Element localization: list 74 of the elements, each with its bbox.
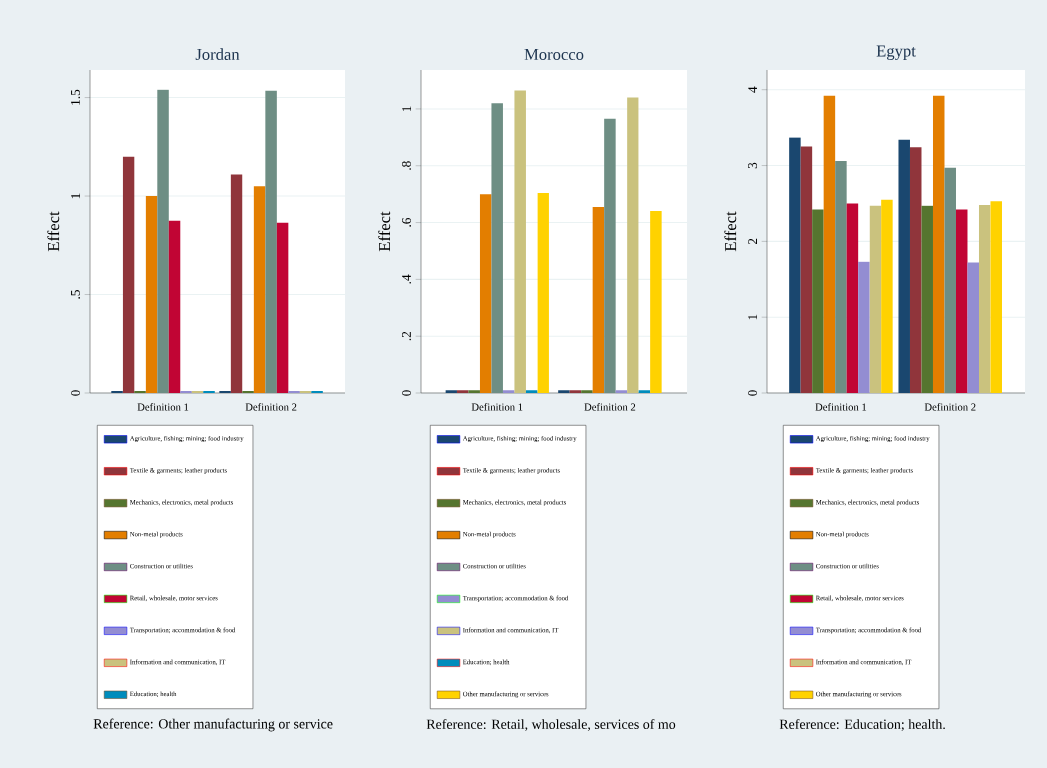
y-tick-label: 0 — [748, 390, 757, 396]
y-axis-title: Effect — [378, 211, 391, 252]
bar — [932, 95, 945, 394]
y-axis-title: Effect — [724, 211, 737, 252]
y-tick-label: 0 — [402, 390, 411, 396]
bar — [468, 390, 480, 394]
y-tick-label: 1 — [71, 193, 80, 199]
y-tick-label: .5 — [71, 290, 80, 299]
bar — [823, 95, 836, 394]
bar — [869, 205, 882, 394]
bar — [881, 199, 893, 394]
x-tick-label: Definition 1 — [471, 403, 523, 411]
bar — [944, 167, 956, 394]
bar — [789, 137, 801, 394]
bar — [592, 206, 605, 394]
bar — [157, 89, 169, 394]
y-axis-title: Effect — [47, 211, 60, 252]
bar — [615, 390, 628, 394]
x-tick-label: Definition 2 — [584, 403, 636, 411]
bar — [858, 261, 870, 394]
bar — [230, 174, 243, 394]
x-tick-label: Definition 1 — [815, 403, 867, 411]
y-tick-label: 1 — [402, 106, 411, 112]
bar — [168, 220, 181, 394]
bar — [479, 194, 492, 394]
x-tick-label: Definition 2 — [245, 403, 297, 411]
bar — [812, 209, 824, 394]
bar — [276, 222, 289, 394]
y-tick-label: 3 — [748, 162, 757, 169]
bar — [921, 205, 933, 394]
bar — [253, 186, 266, 394]
x-tick-label: Definition 1 — [137, 403, 189, 411]
text: Reference: Education; health. — [779, 719, 945, 731]
y-tick-label: .2 — [402, 331, 411, 341]
text: Reference: Other manufacturing or service — [93, 718, 333, 732]
y-tick-label: 4 — [748, 86, 757, 93]
y-tick-label: .6 — [402, 217, 411, 227]
bar — [445, 390, 457, 394]
y-tick-label: .4 — [402, 274, 411, 284]
y-tick-label: .8 — [401, 161, 411, 170]
bar — [122, 156, 135, 394]
x-tick-label: Definition 2 — [924, 403, 976, 411]
bar — [955, 209, 968, 394]
bar — [558, 390, 570, 394]
bar — [502, 390, 515, 394]
bar — [967, 262, 979, 394]
bar — [537, 193, 549, 394]
bar — [898, 139, 910, 394]
bar — [604, 118, 616, 394]
chart-title: Jordan — [195, 48, 240, 61]
y-tick-label: 1.5 — [71, 89, 80, 105]
bar — [978, 204, 991, 394]
y-tick-label: 1 — [748, 314, 757, 320]
bar — [514, 90, 526, 394]
y-tick-label: 2 — [748, 238, 757, 245]
bar — [456, 390, 469, 394]
y-tick-label: 0 — [71, 390, 80, 396]
bar — [145, 196, 158, 394]
text: Reference: Retail, wholesale, services of mo — [426, 719, 676, 731]
bar — [491, 103, 503, 394]
bar — [650, 210, 662, 394]
bar — [835, 160, 847, 394]
bar — [638, 390, 651, 394]
bar — [990, 201, 1002, 394]
bar — [627, 97, 639, 394]
bar — [846, 203, 859, 394]
bar — [581, 390, 593, 394]
bar — [265, 90, 277, 394]
chart-title: Morocco — [524, 48, 584, 61]
chart-title: Egypt — [876, 45, 916, 60]
bar — [800, 146, 813, 394]
bar — [569, 390, 582, 394]
bar — [909, 147, 922, 394]
bar — [525, 390, 538, 394]
